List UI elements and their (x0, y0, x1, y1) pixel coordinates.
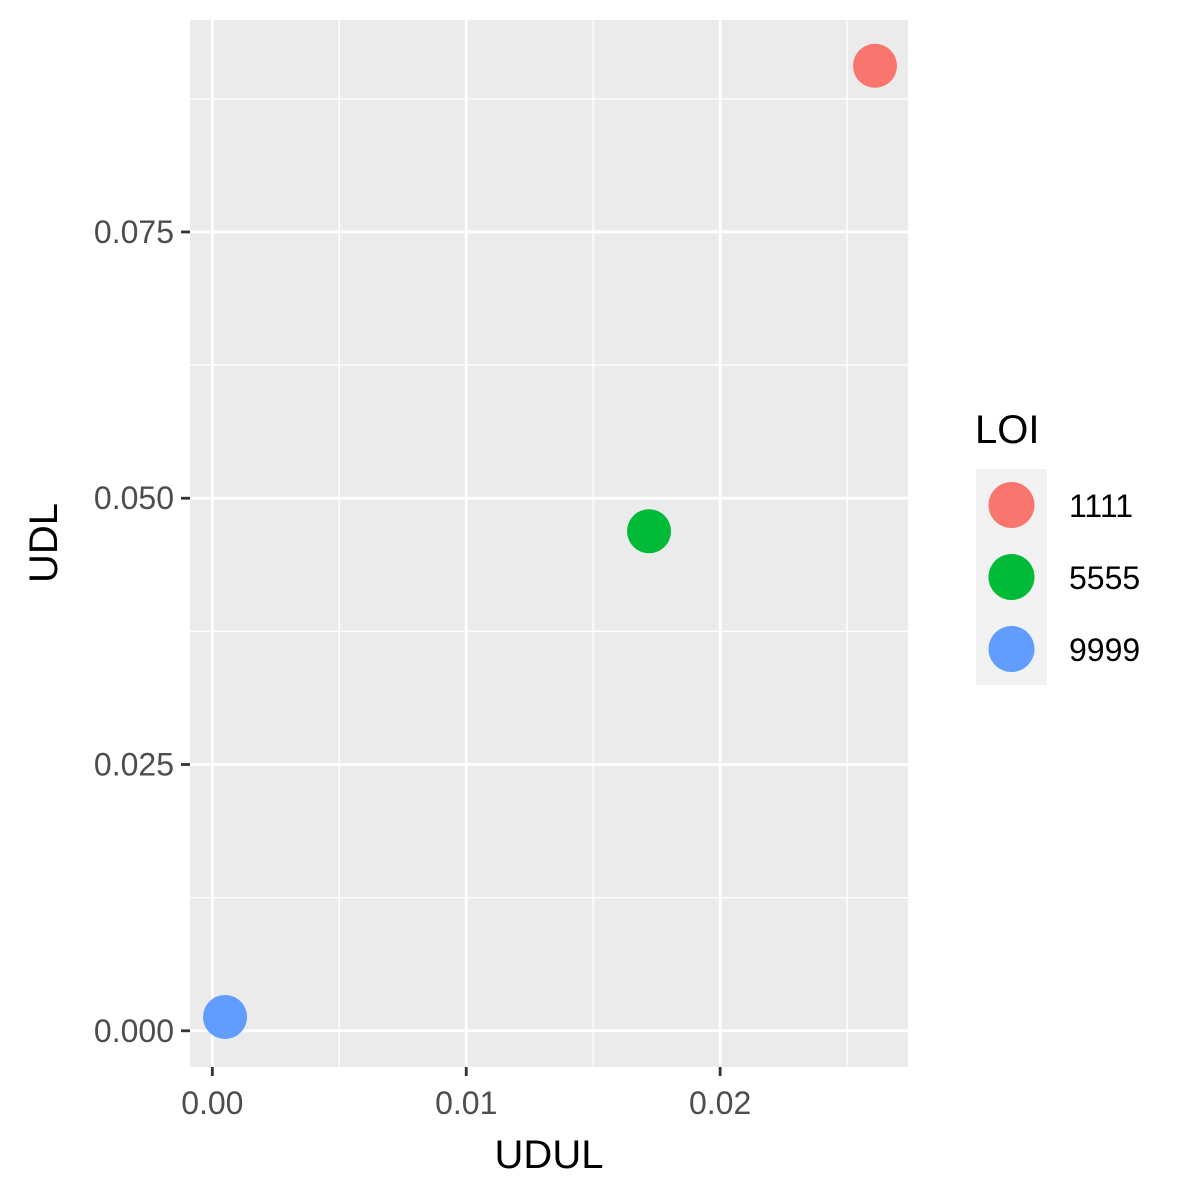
y-tick-label: 0.050 (94, 480, 174, 516)
x-axis: 0.00 0.01 0.02 (181, 1067, 751, 1121)
legend-key-9999 (988, 626, 1035, 672)
legend-key-5555 (988, 554, 1035, 600)
legend-label: 1111 (1069, 488, 1133, 524)
legend-label: 9999 (1069, 632, 1140, 668)
data-points (203, 43, 897, 1039)
data-point-1111 (852, 43, 897, 88)
major-gridlines (190, 20, 908, 1067)
minor-gridlines (190, 20, 908, 1067)
x-tick-label: 0.00 (181, 1085, 243, 1121)
x-tick-label: 0.01 (435, 1085, 497, 1121)
x-axis-title: UDUL (495, 1133, 604, 1177)
legend-title: LOI (975, 408, 1039, 452)
legend: LOI 1111 5555 9999 (975, 408, 1140, 685)
plot-panel (190, 20, 908, 1067)
y-axis-title: UDL (22, 503, 66, 583)
data-point-5555 (627, 509, 672, 554)
y-tick-label: 0.025 (94, 747, 174, 783)
y-axis: 0.000 0.025 0.050 0.075 (94, 214, 190, 1049)
y-tick-label: 0.075 (94, 214, 174, 250)
y-tick-label: 0.000 (94, 1013, 174, 1049)
x-tick-label: 0.02 (689, 1085, 751, 1121)
legend-key-1111 (988, 482, 1035, 528)
data-point-9999 (203, 994, 248, 1039)
legend-label: 5555 (1069, 560, 1140, 596)
